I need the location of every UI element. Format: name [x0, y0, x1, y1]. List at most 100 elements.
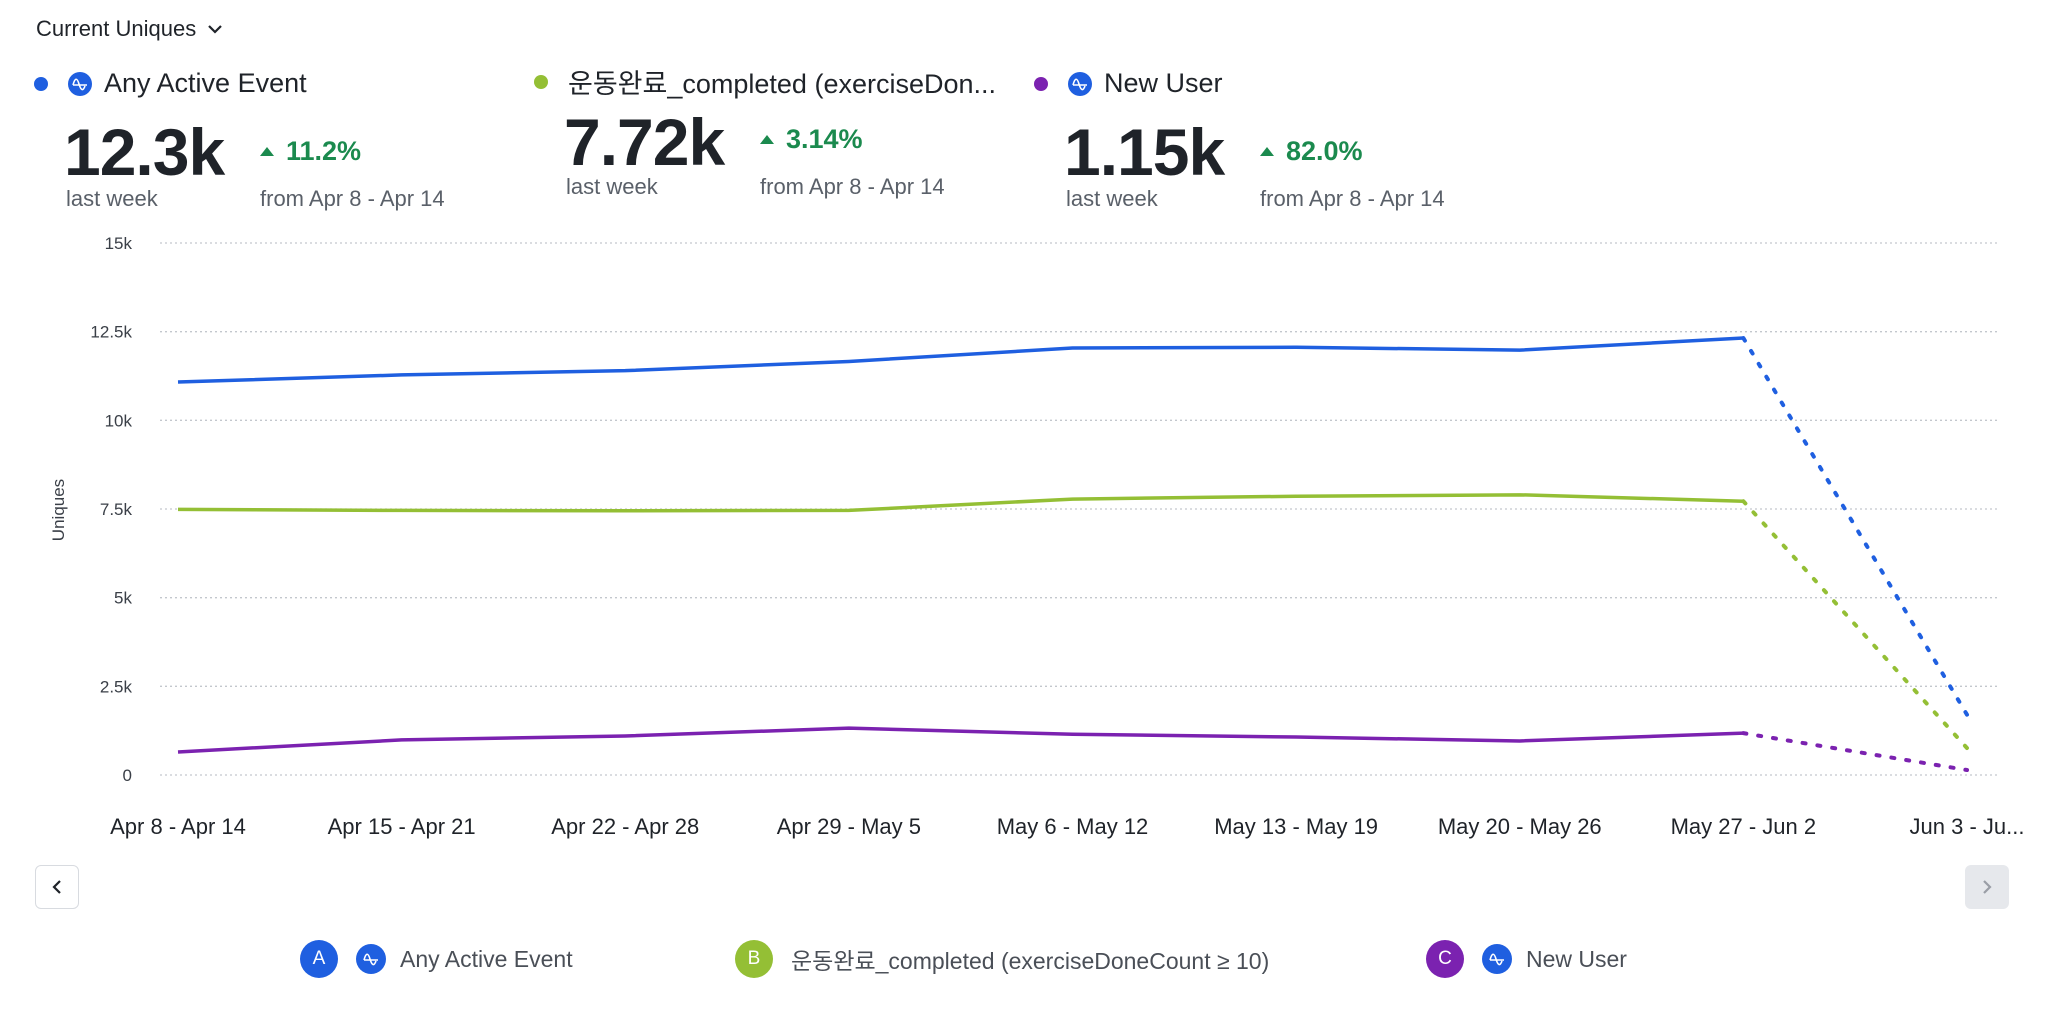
summary-value: 7.72k — [564, 105, 725, 179]
series-line[interactable] — [177, 493, 1744, 513]
data-point[interactable] — [1514, 344, 1526, 356]
metric-selector-label: Current Uniques — [36, 16, 197, 41]
summary-change-caption: from Apr 8 - Apr 14 — [1260, 186, 1445, 211]
series-incomplete-segment[interactable] — [1741, 731, 1969, 773]
up-triangle-icon — [1260, 147, 1274, 156]
amplitude-event-icon — [1068, 71, 1092, 96]
summary-change-value: 11.2% — [286, 136, 362, 166]
x-axis-ticks: Apr 8 - Apr 14 Apr 15 - Apr 21 Apr 22 - Ap… — [110, 814, 2024, 839]
data-point[interactable] — [1067, 728, 1079, 740]
data-point[interactable] — [396, 504, 408, 516]
data-point[interactable] — [1961, 709, 1973, 721]
legend-label: New User — [1526, 945, 1627, 972]
y-tick-label: 0 — [123, 766, 132, 785]
line-chart[interactable]: 0 2.5k 5k 7.5k 10k 12.5k 15k Uniques Apr 8 - A… — [0, 220, 2048, 840]
summary-title: Any Active Event — [104, 68, 307, 98]
data-point[interactable] — [619, 365, 631, 377]
series-color-dot — [534, 74, 548, 89]
up-triangle-icon — [260, 147, 274, 156]
summary-value-caption: last week — [566, 174, 658, 199]
series-a[interactable] — [172, 332, 1973, 721]
series-line[interactable] — [177, 726, 1744, 754]
summary-exercise-completed: 운동완료_completed (exerciseDon... 7.72k las… — [534, 62, 997, 199]
legend-label: 운동완료_completed (exerciseDoneCount ≥ 10) — [791, 948, 1270, 974]
data-point[interactable] — [619, 505, 631, 517]
data-point[interactable] — [1961, 764, 1973, 776]
x-tick-label: May 27 - Jun 2 — [1671, 814, 1817, 839]
data-point[interactable] — [1737, 727, 1749, 739]
data-point[interactable] — [843, 722, 855, 734]
x-tick-label: Jun 3 - Ju... — [1910, 814, 2025, 839]
summary-title: New User — [1104, 68, 1223, 98]
summary-value-caption: last week — [66, 186, 158, 211]
series-b[interactable] — [172, 489, 1973, 754]
data-point[interactable] — [396, 369, 408, 381]
summary-value-caption: last week — [1066, 186, 1158, 211]
y-axis-label: Uniques — [49, 479, 68, 541]
y-tick-label: 5k — [114, 589, 132, 608]
series-letter-badge: A — [300, 940, 338, 978]
summary-value: 1.15k — [1064, 115, 1225, 189]
data-point[interactable] — [396, 734, 408, 746]
x-tick-label: Apr 15 - Apr 21 — [328, 814, 476, 839]
y-tick-label: 10k — [105, 411, 133, 430]
summary-any-active-event: Any Active Event 12.3k last week 11.2% f… — [34, 68, 445, 211]
data-point[interactable] — [1737, 495, 1749, 507]
y-tick-label: 12.5k — [90, 323, 132, 342]
y-tick-label: 7.5k — [100, 500, 133, 519]
summary-change-caption: from Apr 8 - Apr 14 — [260, 186, 445, 211]
data-point[interactable] — [1290, 731, 1302, 743]
data-point[interactable] — [172, 376, 184, 388]
series-incomplete-segment[interactable] — [1741, 499, 1969, 751]
x-tick-label: May 13 - May 19 — [1214, 814, 1378, 839]
series-line[interactable] — [177, 336, 1744, 384]
series-incomplete-segment[interactable] — [1741, 336, 1969, 717]
summary-change: 3.14% — [760, 124, 863, 155]
series-letter-badge: B — [735, 940, 773, 978]
data-point[interactable] — [1961, 742, 1973, 754]
previous-page-button[interactable] — [35, 865, 79, 909]
series-color-dot — [1034, 76, 1048, 91]
data-point[interactable] — [172, 503, 184, 515]
chevron-down-icon — [208, 25, 222, 34]
chevron-right-icon — [1983, 880, 1992, 894]
summary-change: 82.0% — [1260, 136, 1363, 167]
y-tick-label: 15k — [105, 234, 133, 253]
x-tick-label: May 6 - May 12 — [997, 814, 1149, 839]
amplitude-event-icon — [68, 71, 92, 96]
metric-selector[interactable]: Current Uniques — [36, 16, 224, 42]
series-c[interactable] — [172, 722, 1973, 776]
summary-change-caption: from Apr 8 - Apr 14 — [760, 174, 945, 199]
legend-item-b[interactable]: B 운동완료_completed (exerciseDoneCount ≥ 10… — [735, 940, 1269, 978]
legend-item-c[interactable]: C New User — [1426, 940, 1627, 978]
summary-title: 운동완료_completed (exerciseDon... — [568, 69, 997, 99]
data-point[interactable] — [1737, 332, 1749, 344]
data-point[interactable] — [1067, 493, 1079, 505]
y-axis-ticks: 0 2.5k 5k 7.5k 10k 12.5k 15k — [90, 234, 132, 785]
series-lines — [172, 332, 1973, 776]
data-point[interactable] — [619, 730, 631, 742]
summary-change-value: 3.14% — [786, 124, 863, 154]
chevron-left-icon — [52, 880, 61, 894]
x-tick-label: May 20 - May 26 — [1438, 814, 1602, 839]
series-color-dot — [34, 76, 48, 91]
data-point[interactable] — [1514, 735, 1526, 747]
amplitude-event-icon — [1482, 944, 1512, 974]
data-point[interactable] — [1067, 342, 1079, 354]
data-point[interactable] — [843, 504, 855, 516]
x-tick-label: Apr 22 - Apr 28 — [551, 814, 699, 839]
summary-value: 12.3k — [64, 115, 225, 189]
series-letter-badge: C — [1426, 940, 1464, 978]
data-point[interactable] — [1290, 490, 1302, 502]
legend-item-a[interactable]: A Any Active Event — [300, 940, 573, 978]
data-point[interactable] — [1290, 341, 1302, 353]
x-tick-label: Apr 29 - May 5 — [777, 814, 921, 839]
next-page-button[interactable] — [1965, 865, 2009, 909]
data-point[interactable] — [1514, 489, 1526, 501]
y-tick-label: 2.5k — [100, 677, 133, 696]
data-point[interactable] — [172, 746, 184, 758]
data-point[interactable] — [843, 355, 855, 367]
legend-label: Any Active Event — [400, 945, 573, 972]
x-tick-label: Apr 8 - Apr 14 — [110, 814, 246, 839]
up-triangle-icon — [760, 135, 774, 144]
